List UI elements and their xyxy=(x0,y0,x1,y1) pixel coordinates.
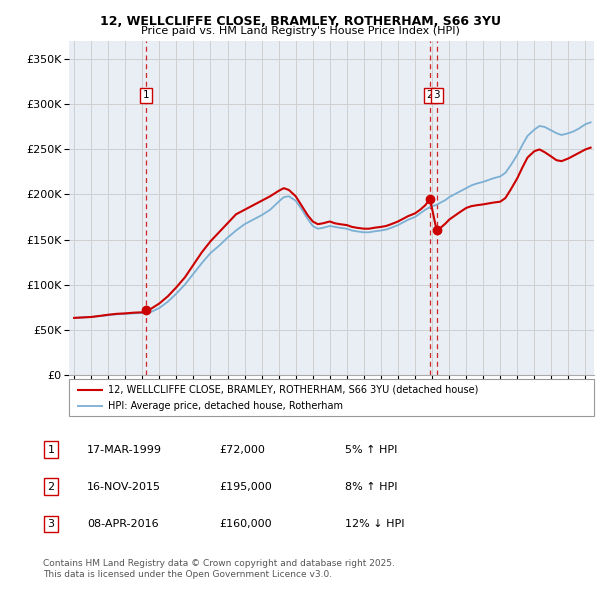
Text: This data is licensed under the Open Government Licence v3.0.: This data is licensed under the Open Gov… xyxy=(43,571,332,579)
Text: 3: 3 xyxy=(47,519,55,529)
Text: 17-MAR-1999: 17-MAR-1999 xyxy=(87,445,162,454)
Text: 8% ↑ HPI: 8% ↑ HPI xyxy=(345,482,398,491)
Text: £160,000: £160,000 xyxy=(219,519,272,529)
Text: 2: 2 xyxy=(47,482,55,491)
Text: 08-APR-2016: 08-APR-2016 xyxy=(87,519,158,529)
Text: Price paid vs. HM Land Registry's House Price Index (HPI): Price paid vs. HM Land Registry's House … xyxy=(140,26,460,36)
Text: 5% ↑ HPI: 5% ↑ HPI xyxy=(345,445,397,454)
Text: 12, WELLCLIFFE CLOSE, BRAMLEY, ROTHERHAM, S66 3YU (detached house): 12, WELLCLIFFE CLOSE, BRAMLEY, ROTHERHAM… xyxy=(109,385,479,395)
Text: 12% ↓ HPI: 12% ↓ HPI xyxy=(345,519,404,529)
Text: 12, WELLCLIFFE CLOSE, BRAMLEY, ROTHERHAM, S66 3YU: 12, WELLCLIFFE CLOSE, BRAMLEY, ROTHERHAM… xyxy=(100,15,500,28)
Text: £72,000: £72,000 xyxy=(219,445,265,454)
Text: 1: 1 xyxy=(47,445,55,454)
Text: Contains HM Land Registry data © Crown copyright and database right 2025.: Contains HM Land Registry data © Crown c… xyxy=(43,559,395,568)
Text: 1: 1 xyxy=(143,90,149,100)
Text: £195,000: £195,000 xyxy=(219,482,272,491)
Text: HPI: Average price, detached house, Rotherham: HPI: Average price, detached house, Roth… xyxy=(109,401,343,411)
Text: 16-NOV-2015: 16-NOV-2015 xyxy=(87,482,161,491)
Text: 3: 3 xyxy=(433,90,440,100)
Text: 2: 2 xyxy=(427,90,433,100)
